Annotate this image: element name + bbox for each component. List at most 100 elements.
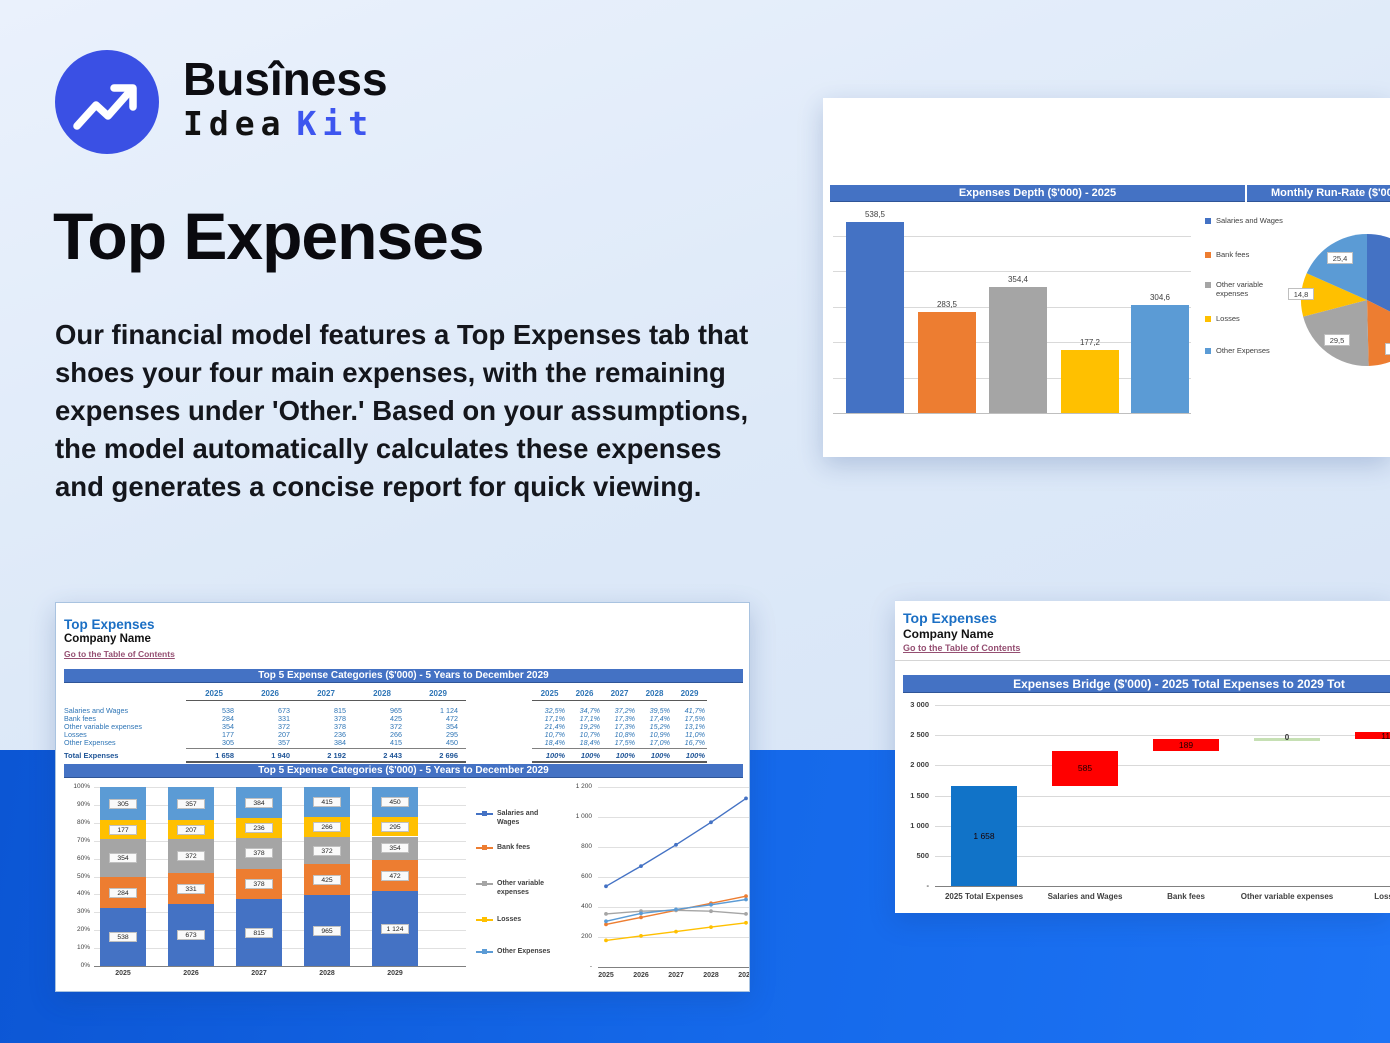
brand-logo: Busîness Idea Kit: [55, 50, 388, 154]
stack-value-label: 415: [313, 797, 341, 808]
cell-pct: 39,5%: [649, 706, 670, 715]
gridline: [935, 765, 1390, 767]
bar: [1131, 305, 1189, 413]
cell-value: 295: [446, 730, 458, 739]
x-axis: [833, 413, 1191, 414]
gridline: [94, 840, 466, 842]
legend-dot: [482, 845, 487, 850]
total-pct: 100%: [685, 751, 705, 760]
y-tick-label: 100%: [73, 783, 90, 790]
bar: [918, 312, 976, 413]
cell-pct: 17,1%: [544, 714, 565, 723]
cell-value: 378: [334, 714, 346, 723]
year-header: 2029: [429, 689, 447, 698]
stack-value-label: 425: [313, 874, 341, 885]
total-label: Total Expenses: [64, 751, 119, 760]
stack-segment: [372, 891, 418, 966]
stack-segment: [100, 839, 146, 878]
line-marker: [674, 908, 678, 913]
line-series: [605, 895, 747, 926]
stack-value-label: 354: [381, 843, 409, 854]
gridline: [94, 822, 466, 824]
line-marker: [639, 915, 643, 920]
cell-value: 472: [446, 714, 458, 723]
y-tick-label: 90%: [76, 800, 90, 808]
line-marker: [639, 909, 643, 914]
gridline: [935, 735, 1390, 737]
y-tick-label: 1 500: [910, 790, 929, 800]
stack-segment: [372, 816, 418, 837]
legend-marker: [476, 915, 493, 924]
line-marker: [744, 897, 748, 902]
cell-value: 305: [222, 738, 234, 747]
total-value: 1 940: [271, 751, 290, 760]
stack-segment: [100, 877, 146, 908]
cell-pct: 41,7%: [684, 706, 705, 715]
gridline: [935, 825, 1390, 827]
x-axis: [598, 967, 749, 968]
x-tick-label: Bank fees: [1167, 892, 1205, 901]
gridline: [833, 235, 1191, 237]
line-marker: [639, 934, 643, 938]
stack-segment: [304, 836, 350, 865]
total-pct: 100%: [615, 751, 635, 760]
legend-item: Other Expenses: [1205, 346, 1309, 355]
line-marker: [674, 929, 678, 934]
cell-pct: 17,0%: [649, 738, 670, 747]
stack-segment: [168, 903, 214, 966]
cell-value: 673: [278, 706, 290, 715]
total-rule: [532, 761, 707, 763]
stack-value-label: 331: [177, 883, 205, 894]
stack-segment: [304, 817, 350, 837]
bar-value-label: 585: [1077, 763, 1093, 774]
depth-bar-chart: 538,5 283,5 354,4 177,2 304,6: [833, 210, 1191, 414]
gridline: [598, 817, 749, 818]
line-marker: [604, 919, 608, 924]
x-tick-label: 2029: [738, 972, 750, 979]
stack-segment: [168, 873, 214, 904]
bar: [1061, 350, 1119, 413]
stack-value-label: 673: [177, 930, 205, 940]
row-label: Other variable expenses: [64, 722, 142, 731]
line-series: [605, 922, 747, 942]
year-header: 2027: [610, 689, 629, 698]
legend-label: Bank fees: [1216, 250, 1250, 259]
line-marker: [744, 920, 748, 925]
runrate-pie-chart: [1287, 220, 1390, 380]
stack-value-label: 207: [177, 824, 205, 835]
legend-item: Bank fees: [476, 843, 564, 852]
five-year-table: 2025 2025 2026 2026 2027 2027 2028 2028 2029 2029…: [56, 603, 749, 783]
pie-slice: [1303, 300, 1369, 367]
cell-value: 815: [334, 706, 346, 715]
line-marker: [604, 912, 608, 916]
cell-pct: 18,4%: [579, 738, 600, 747]
gridline: [94, 876, 466, 878]
cell-value: 236: [334, 730, 346, 739]
stack-value-label: 472: [381, 870, 409, 881]
legend-label: Other variable expenses: [497, 880, 545, 896]
waterfall-zero-line: [1254, 738, 1320, 741]
cell-value: 538: [222, 706, 234, 715]
stack-segment: [100, 787, 146, 820]
line-marker: [744, 796, 748, 801]
table-of-contents-link[interactable]: Go to the Table of Contents: [903, 643, 1021, 653]
bridge-chart-title: Expenses Bridge ($'000) - 2025 Total Exp…: [903, 675, 1390, 693]
line-marker: [709, 820, 713, 825]
cell-value: 354: [222, 722, 234, 731]
y-tick-label: -: [926, 881, 930, 890]
total-pct: 100%: [580, 751, 600, 760]
cell-pct: 17,5%: [614, 738, 635, 747]
cell-pct: 17,5%: [684, 714, 705, 723]
line-marker: [674, 907, 678, 912]
year-header: 2028: [373, 689, 391, 698]
cell-value: 357: [278, 738, 290, 747]
y-tick-label: 500: [916, 850, 929, 860]
table-of-contents-link[interactable]: Go to the Table of Contents: [64, 649, 175, 659]
page-description: Our financial model features a Top Expen…: [55, 319, 749, 502]
stack-segment: [236, 899, 282, 966]
line-marker: [709, 901, 713, 906]
pie-slice: [1300, 273, 1367, 317]
bar-value-label: 118: [1381, 730, 1390, 741]
cell-pct: 15,2%: [649, 722, 670, 731]
legend-marker: [476, 843, 493, 852]
